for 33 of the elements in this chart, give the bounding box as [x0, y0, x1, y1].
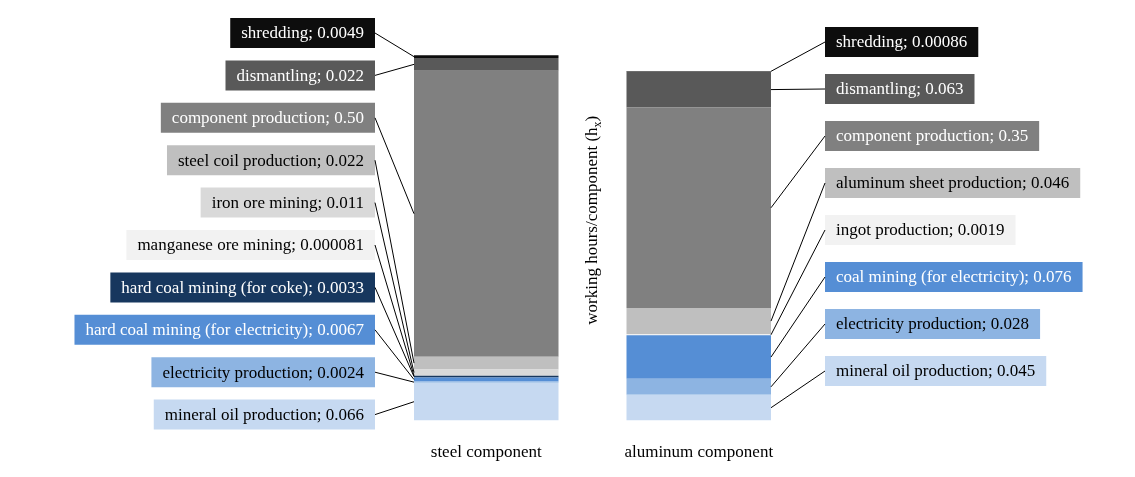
data-label: dismantling; 0.063 [836, 79, 964, 99]
bar [626, 378, 771, 395]
bar [626, 394, 771, 421]
bar [414, 55, 559, 59]
data-label: manganese ore mining; 0.000081 [137, 235, 364, 255]
bar [414, 70, 559, 357]
data-label: steel coil production; 0.022 [177, 150, 365, 170]
bar [414, 382, 559, 421]
data-label: iron ore mining; 0.011 [211, 193, 364, 213]
data-label: coal mining (for electricity); 0.076 [836, 267, 1072, 287]
data-label: hard coal mining (for electricity); 0.0067 [85, 320, 365, 340]
bar [626, 71, 771, 108]
data-label: hard coal mining (for coke); 0.0033 [121, 277, 364, 297]
data-label: electricity production; 0.028 [836, 314, 1030, 334]
data-label: mineral oil production; 0.045 [836, 361, 1036, 381]
bar [414, 58, 559, 71]
data-label: component production; 0.50 [171, 108, 364, 128]
bar [414, 356, 559, 370]
x-tick-label: aluminum component [624, 442, 774, 462]
bar [626, 107, 771, 308]
bar [414, 369, 559, 376]
bar [626, 335, 771, 379]
data-label: mineral oil production; 0.066 [164, 405, 364, 425]
data-label: ingot production; 0.0019 [836, 220, 1005, 240]
data-label: aluminum sheet production; 0.046 [836, 173, 1070, 193]
data-label: component production; 0.35 [836, 126, 1029, 146]
y-axis-title: working hours/component (hx) [581, 115, 604, 325]
data-label: electricity production; 0.0024 [162, 362, 365, 382]
data-label: shredding; 0.0049 [241, 23, 365, 43]
x-tick-label: steel component [430, 442, 542, 462]
data-label: shredding; 0.00086 [835, 32, 968, 52]
bar [626, 307, 771, 335]
data-label: dismantling; 0.022 [236, 65, 364, 85]
